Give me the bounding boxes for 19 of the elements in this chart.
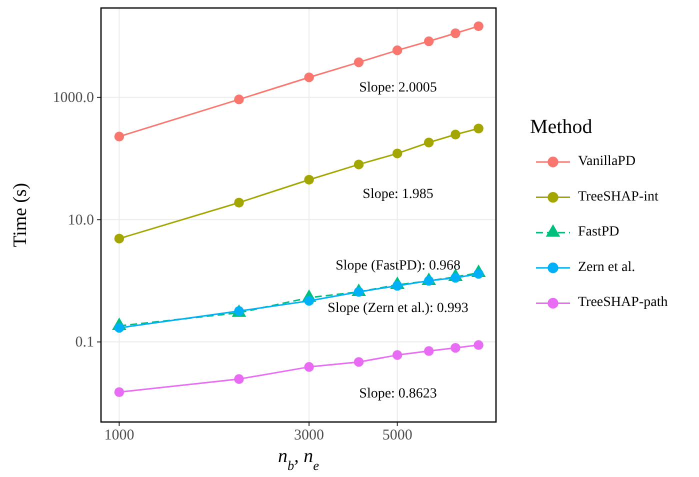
y-tick-label: 1000.0 bbox=[52, 90, 94, 106]
x-axis-title: n$_{b}$, n$_{e}$ bbox=[278, 446, 320, 472]
legend-title: Method bbox=[530, 116, 592, 138]
legend-label: FastPD bbox=[578, 224, 620, 240]
annotation: Slope (FastPD): 0.968 bbox=[336, 258, 460, 274]
legend-label: TreeSHAP-path bbox=[578, 295, 668, 310]
y-tick-label: 0.1 bbox=[75, 334, 94, 351]
annotation: Slope (Zern et al.): 0.993 bbox=[328, 301, 468, 316]
annotation: Slope: 0.8623 bbox=[359, 386, 437, 402]
y-tick-label: 10.0 bbox=[68, 212, 94, 228]
legend-label: VanillaPD bbox=[578, 154, 636, 170]
x-tick-label: 3000 bbox=[294, 428, 324, 444]
y-axis-title: Time (s) bbox=[10, 182, 31, 248]
annotation: Slope: 2.0005 bbox=[359, 80, 437, 96]
legend-label: Zern et al. bbox=[578, 260, 636, 276]
legend-label: TreeSHAP-int bbox=[578, 190, 658, 205]
x-tick-label: 1000 bbox=[104, 428, 134, 444]
x-tick-label: 5000 bbox=[382, 428, 412, 444]
annotation: Slope: 1.985 bbox=[362, 187, 434, 202]
